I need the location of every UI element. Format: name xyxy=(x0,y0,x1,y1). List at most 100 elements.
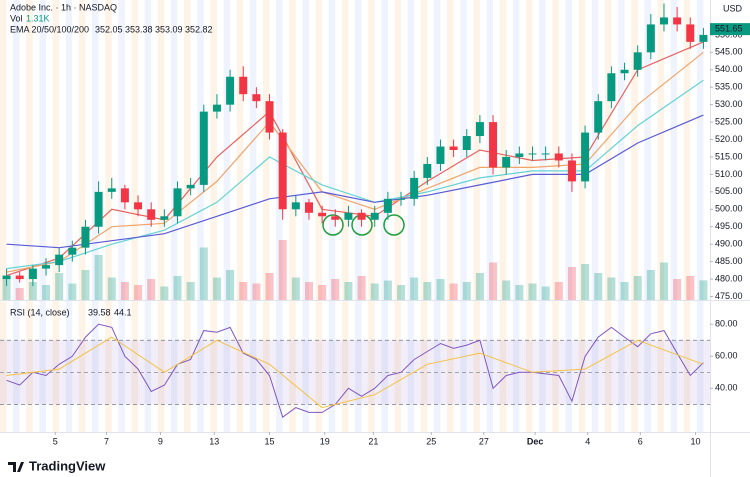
volume-bar xyxy=(160,286,169,300)
rsi-legend-value: 39.58 xyxy=(88,307,111,317)
candle-body xyxy=(15,275,24,280)
volume-bar xyxy=(134,285,143,300)
stripe xyxy=(78,0,86,432)
volume-bar xyxy=(120,282,129,300)
volume-bar xyxy=(370,283,379,300)
candle-body xyxy=(107,188,116,192)
logo-mark xyxy=(8,462,24,472)
rsi-tick-label: 40.00 xyxy=(715,383,738,393)
stripe xyxy=(683,0,691,432)
candle-body xyxy=(2,275,11,280)
volume-bar xyxy=(2,277,11,300)
volume-bar xyxy=(515,285,524,300)
volume-bar xyxy=(344,282,353,300)
x-tick-label: 5 xyxy=(53,436,58,446)
x-tick-label: 4 xyxy=(585,436,590,446)
volume-bar xyxy=(502,280,511,300)
volume-bar xyxy=(633,276,642,300)
candle-body xyxy=(646,24,655,53)
candle-body xyxy=(686,24,695,42)
y-tick-label: 475.00 xyxy=(715,291,743,301)
stripe xyxy=(499,0,507,432)
rsi-tick-label: 60.00 xyxy=(715,351,738,361)
rsi-ma-legend-value: 44.1 xyxy=(114,307,132,317)
candle-body xyxy=(620,69,629,74)
volume-bar xyxy=(436,279,445,300)
stripe xyxy=(197,0,204,432)
candle-body xyxy=(673,17,682,25)
x-tick-label: 25 xyxy=(426,436,436,446)
y-tick-label: 500.00 xyxy=(715,204,743,214)
candle-body xyxy=(344,212,353,220)
candle-body xyxy=(541,153,550,155)
volume-bar xyxy=(646,270,655,300)
candle-body xyxy=(304,202,313,213)
stripe xyxy=(447,0,454,432)
stripe xyxy=(39,0,46,432)
stripe xyxy=(565,0,572,432)
stripe xyxy=(223,0,231,432)
candle-body xyxy=(68,247,77,255)
volume-bar xyxy=(55,273,64,300)
y-tick-label: 480.00 xyxy=(715,273,743,283)
stripe xyxy=(460,0,467,432)
candle-body xyxy=(449,146,458,150)
volume-bar xyxy=(581,264,590,300)
stripe xyxy=(591,0,599,432)
x-tick-label: 21 xyxy=(368,436,378,446)
candle-body xyxy=(212,104,221,112)
stripe xyxy=(473,0,480,432)
candle-body xyxy=(278,132,287,210)
stripe xyxy=(381,0,388,432)
candle-body xyxy=(607,73,616,102)
logo xyxy=(8,462,24,472)
volume-bar xyxy=(94,255,103,300)
footer-brand: TradingView xyxy=(29,458,106,473)
stripe xyxy=(184,0,191,432)
volume-bar xyxy=(212,277,221,300)
last-price-label: 551.65 xyxy=(715,24,743,34)
volume-bar xyxy=(331,279,340,300)
volume-bar xyxy=(226,270,235,300)
ema-label: EMA 20/50/100/200 xyxy=(10,24,89,34)
stripe xyxy=(131,0,138,432)
y-tick-label: 515.00 xyxy=(715,151,743,161)
candle-body xyxy=(291,202,300,210)
stripe xyxy=(65,0,73,432)
volume-bar xyxy=(449,283,458,300)
stripe xyxy=(644,0,651,432)
candle-body xyxy=(594,101,603,133)
volume-label: Vol xyxy=(10,13,23,23)
stripe xyxy=(26,0,33,432)
stripe xyxy=(407,0,415,432)
candle-body xyxy=(515,153,524,157)
chart-title: Adobe Inc. · 1h · NASDAQ xyxy=(10,2,117,12)
rsi-line xyxy=(6,323,704,419)
volume-bar xyxy=(673,279,682,300)
candle-body xyxy=(94,191,103,227)
volume-bar xyxy=(686,276,695,300)
volume-bar xyxy=(410,277,419,300)
candle-body xyxy=(357,212,366,220)
x-tick-label: 7 xyxy=(104,436,109,446)
candle-body xyxy=(55,254,64,266)
x-tick-label: Dec xyxy=(527,436,544,446)
candle-body xyxy=(81,226,90,248)
volume-bar xyxy=(147,279,156,300)
ema-legend-value: 353.09 xyxy=(155,24,183,34)
candle-body xyxy=(581,132,590,182)
y-tick-label: 485.00 xyxy=(715,256,743,266)
stripe xyxy=(420,0,428,432)
stripe xyxy=(618,0,625,432)
candle-body xyxy=(120,188,129,203)
stripe xyxy=(13,0,20,432)
candle-body xyxy=(528,153,537,155)
volume-bar xyxy=(252,283,261,300)
circle xyxy=(383,214,405,236)
candle-body xyxy=(475,122,484,137)
stripe xyxy=(105,0,112,432)
candle-body xyxy=(226,76,235,105)
stripe xyxy=(512,0,520,432)
candle-body xyxy=(554,153,563,161)
